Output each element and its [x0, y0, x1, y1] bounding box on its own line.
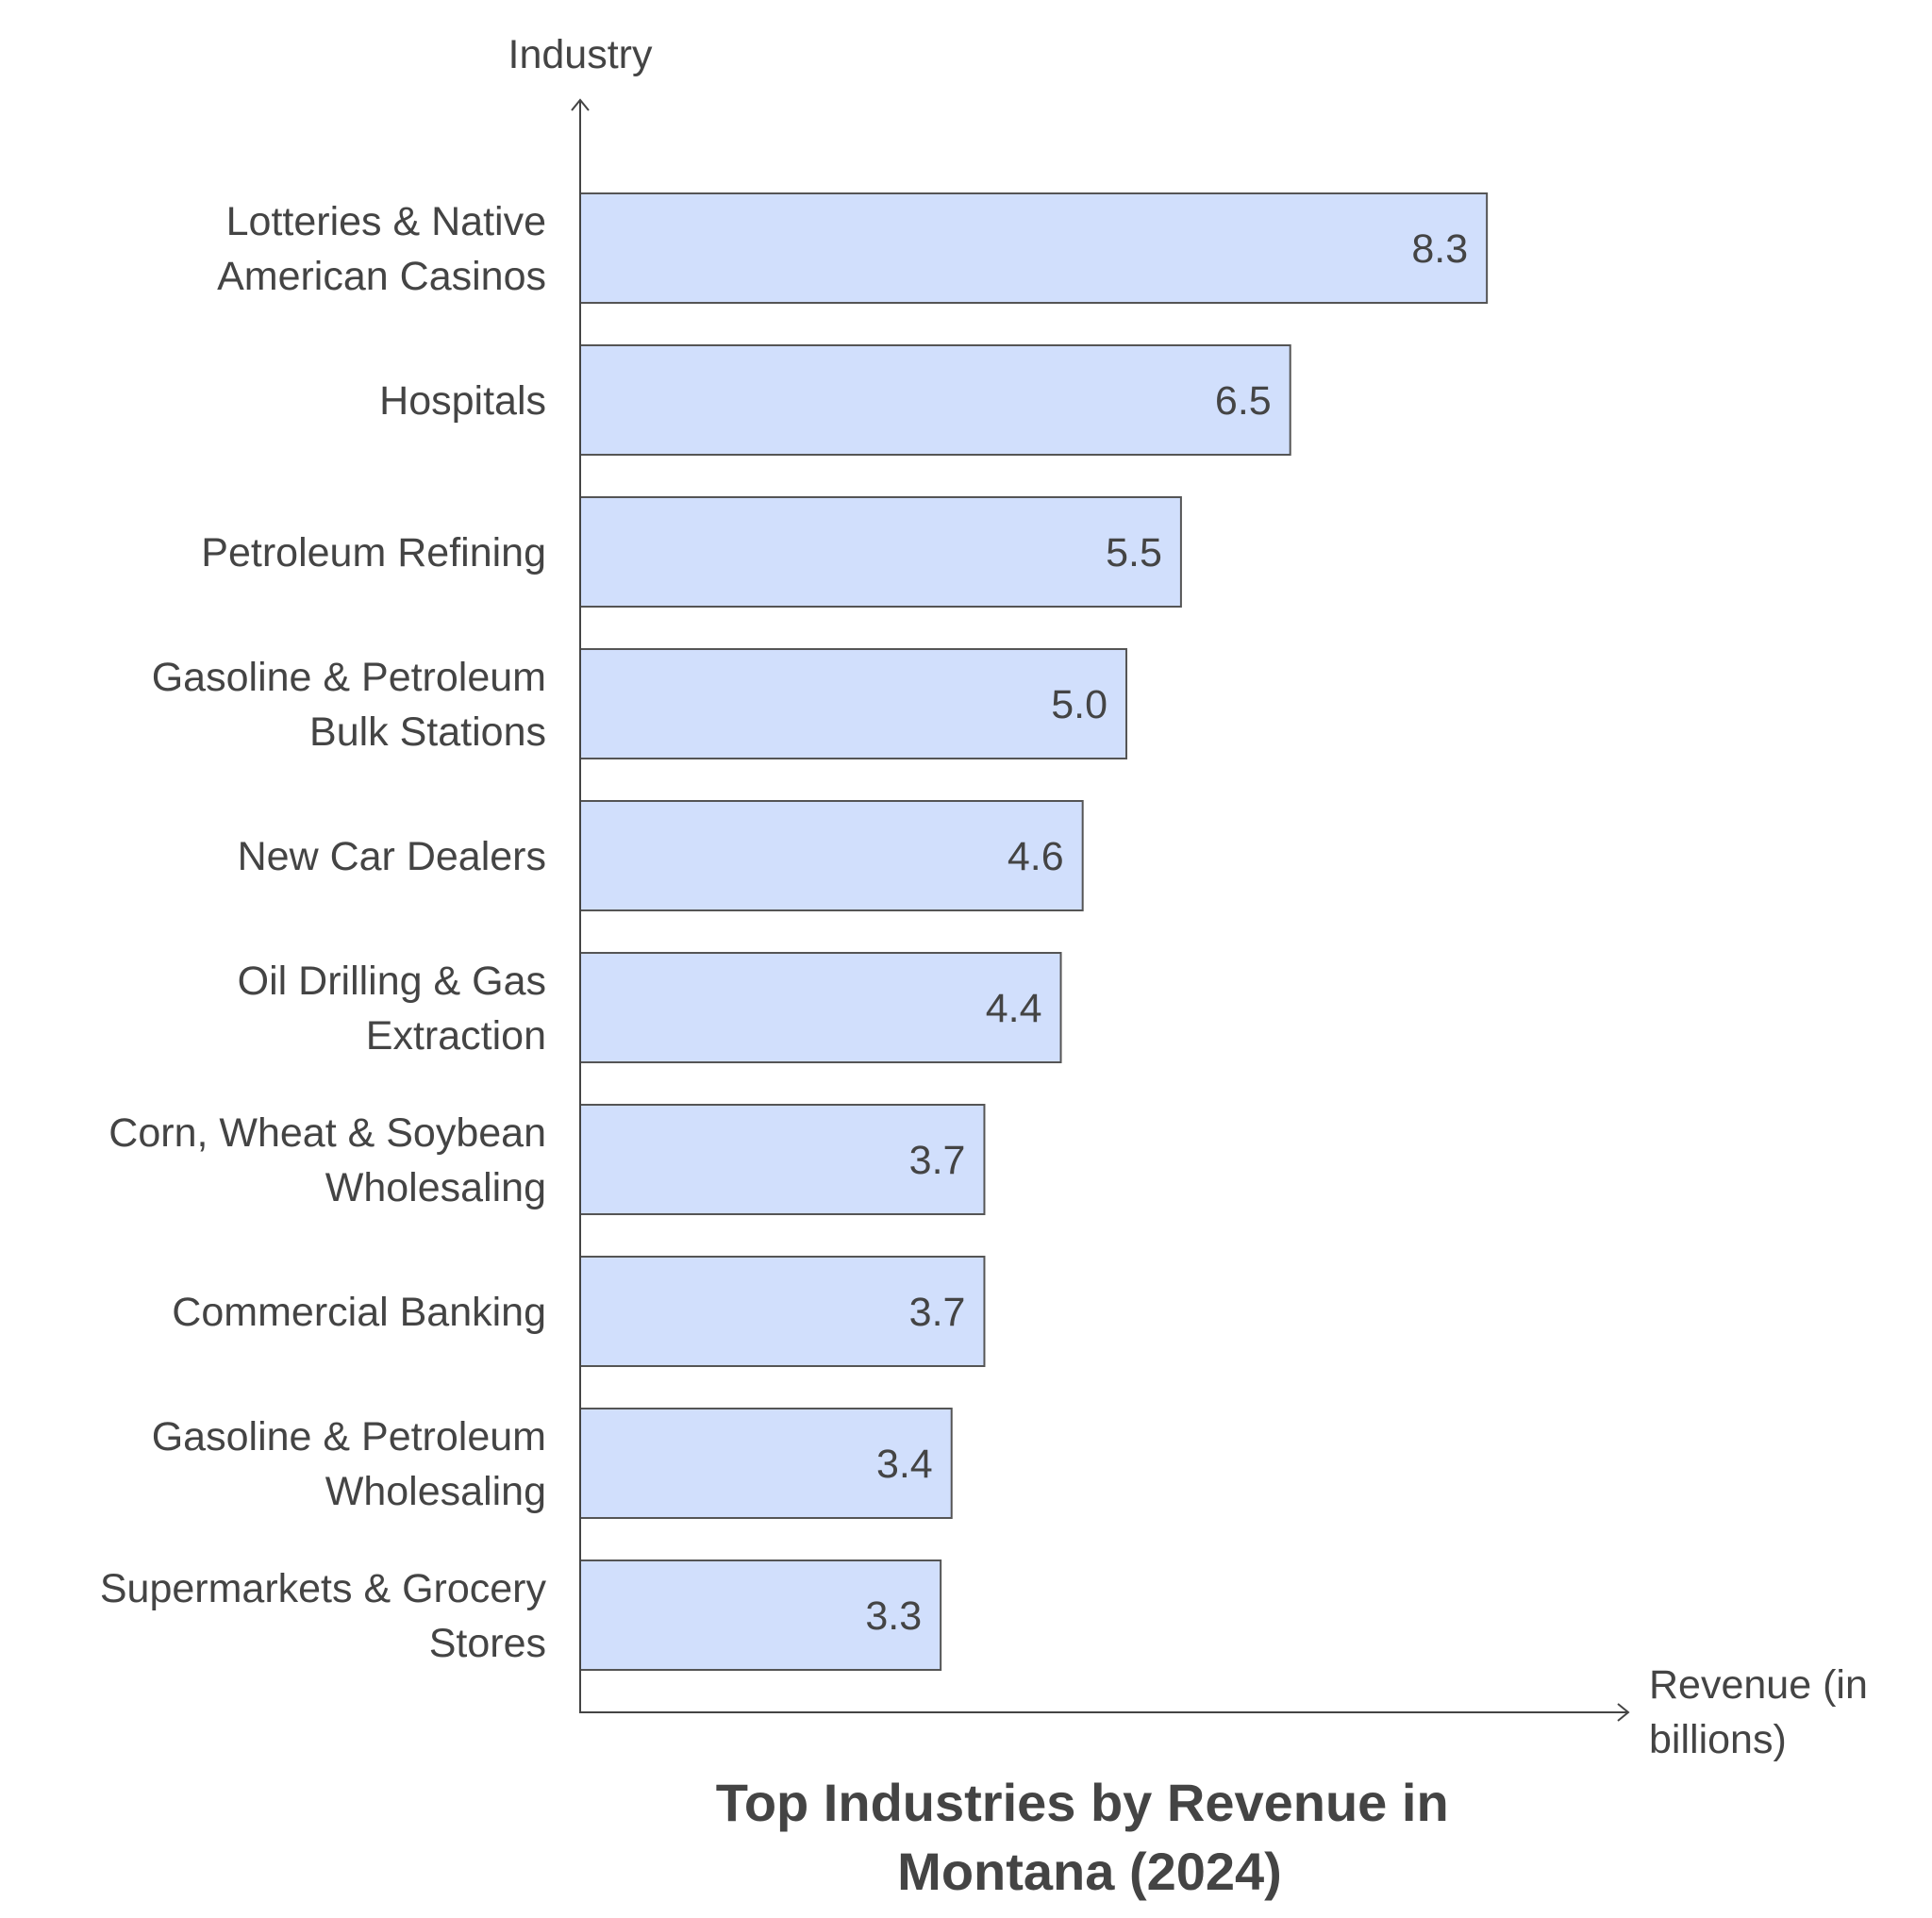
bar: [579, 1408, 953, 1519]
category-label-line: Commercial Banking: [172, 1290, 546, 1335]
category-label-line: Stores: [429, 1621, 546, 1666]
data-label: 3.4: [876, 1442, 933, 1487]
category-label-line: American Casinos: [217, 254, 546, 299]
x-axis-label: Revenue (in billions): [1649, 1662, 1879, 1762]
y-axis-label: Industry: [508, 32, 653, 77]
bars-group: 8.3 Lotteries & Native American Casinos 6.5…: [100, 192, 1489, 1671]
category-label-line: Gasoline & Petroleum: [152, 655, 546, 700]
category-label-line: Extraction: [366, 1013, 546, 1059]
category-label-line: Wholesaling: [325, 1165, 546, 1210]
data-label: 3.7: [909, 1290, 966, 1335]
category-label: Commercial Banking: [172, 1290, 546, 1335]
category-label-line: New Car Dealers: [238, 834, 546, 879]
category-label: Lotteries & Native American Casinos: [217, 199, 546, 299]
chart-title-line: Montana (2024): [897, 1842, 1282, 1901]
category-label-line: Corn, Wheat & Soybean: [108, 1110, 546, 1156]
category-label-line: Wholesaling: [325, 1469, 546, 1514]
data-label: 4.6: [1008, 834, 1064, 879]
category-label-line: Hospitals: [379, 378, 546, 424]
bar: [579, 192, 1489, 304]
data-label: 8.3: [1411, 226, 1468, 272]
data-label: 3.3: [865, 1593, 922, 1639]
bar: [579, 1256, 986, 1367]
data-label: 4.4: [986, 986, 1042, 1031]
category-label: Supermarkets & Grocery Stores: [100, 1566, 547, 1666]
bar: [579, 648, 1127, 759]
x-axis-label-line: billions): [1649, 1717, 1787, 1762]
bar: [579, 800, 1084, 911]
category-label: Gasoline & Petroleum Bulk Stations: [152, 655, 546, 755]
chart-title: Top Industries by Revenue in Montana (20…: [716, 1773, 1463, 1901]
y-axis-arrow: [571, 98, 590, 111]
category-label-line: Supermarkets & Grocery: [100, 1566, 547, 1611]
x-axis-arrow: [1617, 1703, 1630, 1722]
category-label-line: Lotteries & Native: [226, 199, 546, 244]
bar: [579, 952, 1062, 1063]
category-label: Corn, Wheat & Soybean Wholesaling: [108, 1110, 546, 1210]
category-label-line: Gasoline & Petroleum: [152, 1414, 546, 1459]
category-label: Oil Drilling & Gas Extraction: [238, 959, 546, 1059]
chart-title-line: Top Industries by Revenue in: [716, 1773, 1449, 1832]
bar: [579, 1559, 942, 1671]
category-label-line: Bulk Stations: [309, 709, 546, 755]
bar: [579, 496, 1182, 608]
x-axis-label-line: Revenue (in: [1649, 1662, 1868, 1708]
category-label: Gasoline & Petroleum Wholesaling: [152, 1414, 546, 1514]
data-label: 6.5: [1215, 378, 1272, 424]
data-label: 3.7: [909, 1138, 966, 1183]
data-label: 5.5: [1106, 530, 1162, 575]
bar: [579, 1104, 986, 1215]
data-label: 5.0: [1051, 682, 1108, 727]
bar: [579, 344, 1291, 456]
category-label: Hospitals: [379, 378, 546, 424]
category-label-line: Oil Drilling & Gas: [238, 959, 546, 1004]
category-label: New Car Dealers: [238, 834, 546, 879]
category-label-line: Petroleum Refining: [201, 530, 546, 575]
category-label: Petroleum Refining: [201, 530, 546, 575]
